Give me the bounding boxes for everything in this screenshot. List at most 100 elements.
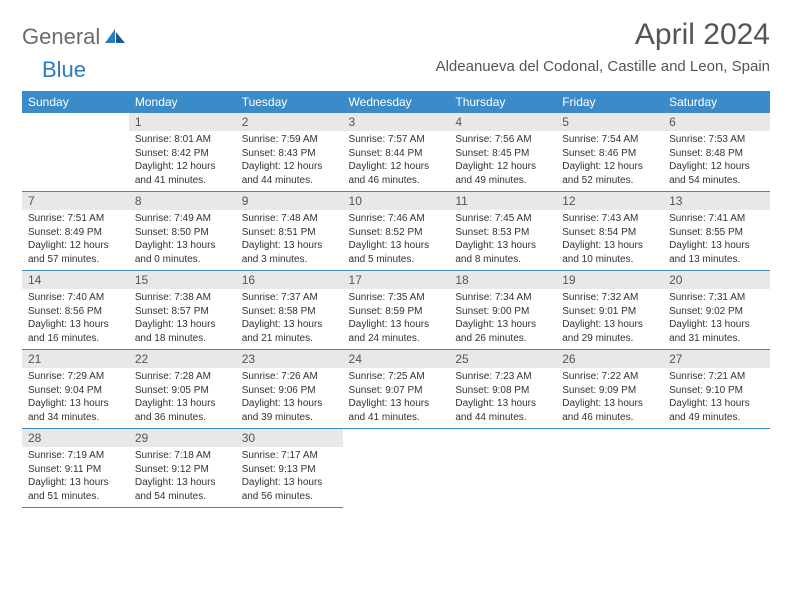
- calendar-cell: 17Sunrise: 7:35 AMSunset: 8:59 PMDayligh…: [343, 271, 450, 350]
- calendar-week: 14Sunrise: 7:40 AMSunset: 8:56 PMDayligh…: [22, 271, 770, 350]
- day-number: 11: [449, 192, 556, 210]
- sunset-text: Sunset: 8:50 PM: [135, 226, 230, 240]
- sunset-text: Sunset: 9:07 PM: [349, 384, 444, 398]
- calendar-cell: 24Sunrise: 7:25 AMSunset: 9:07 PMDayligh…: [343, 350, 450, 429]
- daylight-text: Daylight: 12 hours and 52 minutes.: [562, 160, 657, 187]
- logo-text-blue: Blue: [42, 57, 86, 83]
- calendar-cell: 9Sunrise: 7:48 AMSunset: 8:51 PMDaylight…: [236, 192, 343, 271]
- daylight-text: Daylight: 13 hours and 5 minutes.: [349, 239, 444, 266]
- day-content: Sunrise: 7:22 AMSunset: 9:09 PMDaylight:…: [556, 368, 663, 428]
- day-number: 29: [129, 429, 236, 447]
- sunrise-text: Sunrise: 7:56 AM: [455, 133, 550, 147]
- calendar-cell: 14Sunrise: 7:40 AMSunset: 8:56 PMDayligh…: [22, 271, 129, 350]
- sunrise-text: Sunrise: 7:28 AM: [135, 370, 230, 384]
- sunrise-text: Sunrise: 7:59 AM: [242, 133, 337, 147]
- day-content-empty: [663, 447, 770, 505]
- day-number: 18: [449, 271, 556, 289]
- calendar-cell: 27Sunrise: 7:21 AMSunset: 9:10 PMDayligh…: [663, 350, 770, 429]
- calendar-cell: 22Sunrise: 7:28 AMSunset: 9:05 PMDayligh…: [129, 350, 236, 429]
- calendar-cell: [449, 429, 556, 508]
- day-content: Sunrise: 7:38 AMSunset: 8:57 PMDaylight:…: [129, 289, 236, 349]
- calendar-cell: 1Sunrise: 8:01 AMSunset: 8:42 PMDaylight…: [129, 113, 236, 192]
- day-number: 6: [663, 113, 770, 131]
- sunset-text: Sunset: 8:44 PM: [349, 147, 444, 161]
- sunrise-text: Sunrise: 7:26 AM: [242, 370, 337, 384]
- daylight-text: Daylight: 13 hours and 46 minutes.: [562, 397, 657, 424]
- sunrise-text: Sunrise: 7:54 AM: [562, 133, 657, 147]
- day-number-empty: [449, 429, 556, 447]
- daylight-text: Daylight: 12 hours and 57 minutes.: [28, 239, 123, 266]
- day-number: 12: [556, 192, 663, 210]
- calendar-cell: 19Sunrise: 7:32 AMSunset: 9:01 PMDayligh…: [556, 271, 663, 350]
- day-number: 27: [663, 350, 770, 368]
- day-content-empty: [449, 447, 556, 505]
- sunset-text: Sunset: 8:59 PM: [349, 305, 444, 319]
- day-number: 24: [343, 350, 450, 368]
- day-content: Sunrise: 7:45 AMSunset: 8:53 PMDaylight:…: [449, 210, 556, 270]
- sunrise-text: Sunrise: 7:46 AM: [349, 212, 444, 226]
- day-content: Sunrise: 7:29 AMSunset: 9:04 PMDaylight:…: [22, 368, 129, 428]
- sunrise-text: Sunrise: 7:51 AM: [28, 212, 123, 226]
- day-number-empty: [663, 429, 770, 447]
- location: Aldeanueva del Codonal, Castille and Leo…: [436, 58, 770, 75]
- day-content: Sunrise: 7:49 AMSunset: 8:50 PMDaylight:…: [129, 210, 236, 270]
- weekday-header: Sunday: [22, 91, 129, 113]
- day-content: Sunrise: 7:57 AMSunset: 8:44 PMDaylight:…: [343, 131, 450, 191]
- sunrise-text: Sunrise: 7:31 AM: [669, 291, 764, 305]
- calendar-cell: [22, 113, 129, 192]
- day-number: 3: [343, 113, 450, 131]
- calendar-head: SundayMondayTuesdayWednesdayThursdayFrid…: [22, 91, 770, 113]
- daylight-text: Daylight: 13 hours and 24 minutes.: [349, 318, 444, 345]
- sunset-text: Sunset: 8:46 PM: [562, 147, 657, 161]
- logo-sail-icon: [103, 27, 127, 45]
- calendar-table: SundayMondayTuesdayWednesdayThursdayFrid…: [22, 91, 770, 508]
- sunrise-text: Sunrise: 7:34 AM: [455, 291, 550, 305]
- calendar-cell: 8Sunrise: 7:49 AMSunset: 8:50 PMDaylight…: [129, 192, 236, 271]
- sunset-text: Sunset: 9:08 PM: [455, 384, 550, 398]
- daylight-text: Daylight: 13 hours and 44 minutes.: [455, 397, 550, 424]
- calendar-cell: [663, 429, 770, 508]
- daylight-text: Daylight: 13 hours and 26 minutes.: [455, 318, 550, 345]
- day-number: 17: [343, 271, 450, 289]
- calendar-week: 1Sunrise: 8:01 AMSunset: 8:42 PMDaylight…: [22, 113, 770, 192]
- logo: General: [22, 18, 129, 50]
- calendar-cell: 25Sunrise: 7:23 AMSunset: 9:08 PMDayligh…: [449, 350, 556, 429]
- calendar-cell: 28Sunrise: 7:19 AMSunset: 9:11 PMDayligh…: [22, 429, 129, 508]
- day-content: Sunrise: 7:43 AMSunset: 8:54 PMDaylight:…: [556, 210, 663, 270]
- sunrise-text: Sunrise: 7:17 AM: [242, 449, 337, 463]
- sunset-text: Sunset: 9:12 PM: [135, 463, 230, 477]
- sunrise-text: Sunrise: 7:19 AM: [28, 449, 123, 463]
- calendar-cell: [343, 429, 450, 508]
- day-number: 5: [556, 113, 663, 131]
- sunset-text: Sunset: 9:09 PM: [562, 384, 657, 398]
- calendar-cell: [556, 429, 663, 508]
- sunset-text: Sunset: 8:54 PM: [562, 226, 657, 240]
- calendar-body: 1Sunrise: 8:01 AMSunset: 8:42 PMDaylight…: [22, 113, 770, 508]
- calendar-cell: 20Sunrise: 7:31 AMSunset: 9:02 PMDayligh…: [663, 271, 770, 350]
- sunrise-text: Sunrise: 7:41 AM: [669, 212, 764, 226]
- sunset-text: Sunset: 9:02 PM: [669, 305, 764, 319]
- calendar-week: 21Sunrise: 7:29 AMSunset: 9:04 PMDayligh…: [22, 350, 770, 429]
- sunset-text: Sunset: 9:01 PM: [562, 305, 657, 319]
- day-number-empty: [22, 113, 129, 131]
- sunset-text: Sunset: 8:42 PM: [135, 147, 230, 161]
- sunset-text: Sunset: 8:55 PM: [669, 226, 764, 240]
- calendar-cell: 2Sunrise: 7:59 AMSunset: 8:43 PMDaylight…: [236, 113, 343, 192]
- calendar-cell: 7Sunrise: 7:51 AMSunset: 8:49 PMDaylight…: [22, 192, 129, 271]
- sunrise-text: Sunrise: 7:38 AM: [135, 291, 230, 305]
- day-content: Sunrise: 7:18 AMSunset: 9:12 PMDaylight:…: [129, 447, 236, 507]
- sunrise-text: Sunrise: 7:29 AM: [28, 370, 123, 384]
- day-number: 10: [343, 192, 450, 210]
- calendar-cell: 21Sunrise: 7:29 AMSunset: 9:04 PMDayligh…: [22, 350, 129, 429]
- sunrise-text: Sunrise: 7:49 AM: [135, 212, 230, 226]
- day-content-empty: [343, 447, 450, 505]
- sunrise-text: Sunrise: 7:23 AM: [455, 370, 550, 384]
- day-number: 21: [22, 350, 129, 368]
- calendar-cell: 5 Sunrise: 7:54 AMSunset: 8:46 PMDaylight…: [556, 113, 663, 192]
- sunrise-text: Sunrise: 7:22 AM: [562, 370, 657, 384]
- sunset-text: Sunset: 9:13 PM: [242, 463, 337, 477]
- day-content: Sunrise: 7:34 AMSunset: 9:00 PMDaylight:…: [449, 289, 556, 349]
- weekday-header: Tuesday: [236, 91, 343, 113]
- day-number-empty: [343, 429, 450, 447]
- daylight-text: Daylight: 13 hours and 36 minutes.: [135, 397, 230, 424]
